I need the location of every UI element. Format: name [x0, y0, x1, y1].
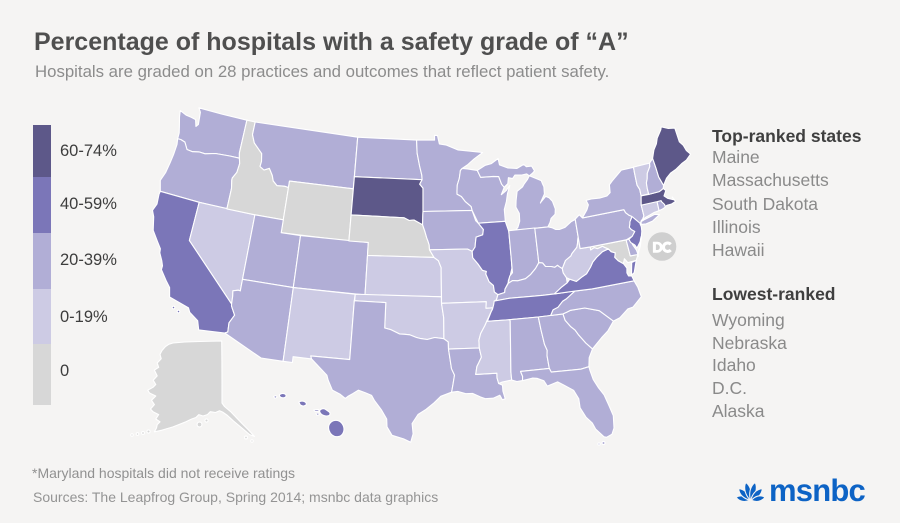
svg-text:msnbc: msnbc: [769, 477, 865, 507]
